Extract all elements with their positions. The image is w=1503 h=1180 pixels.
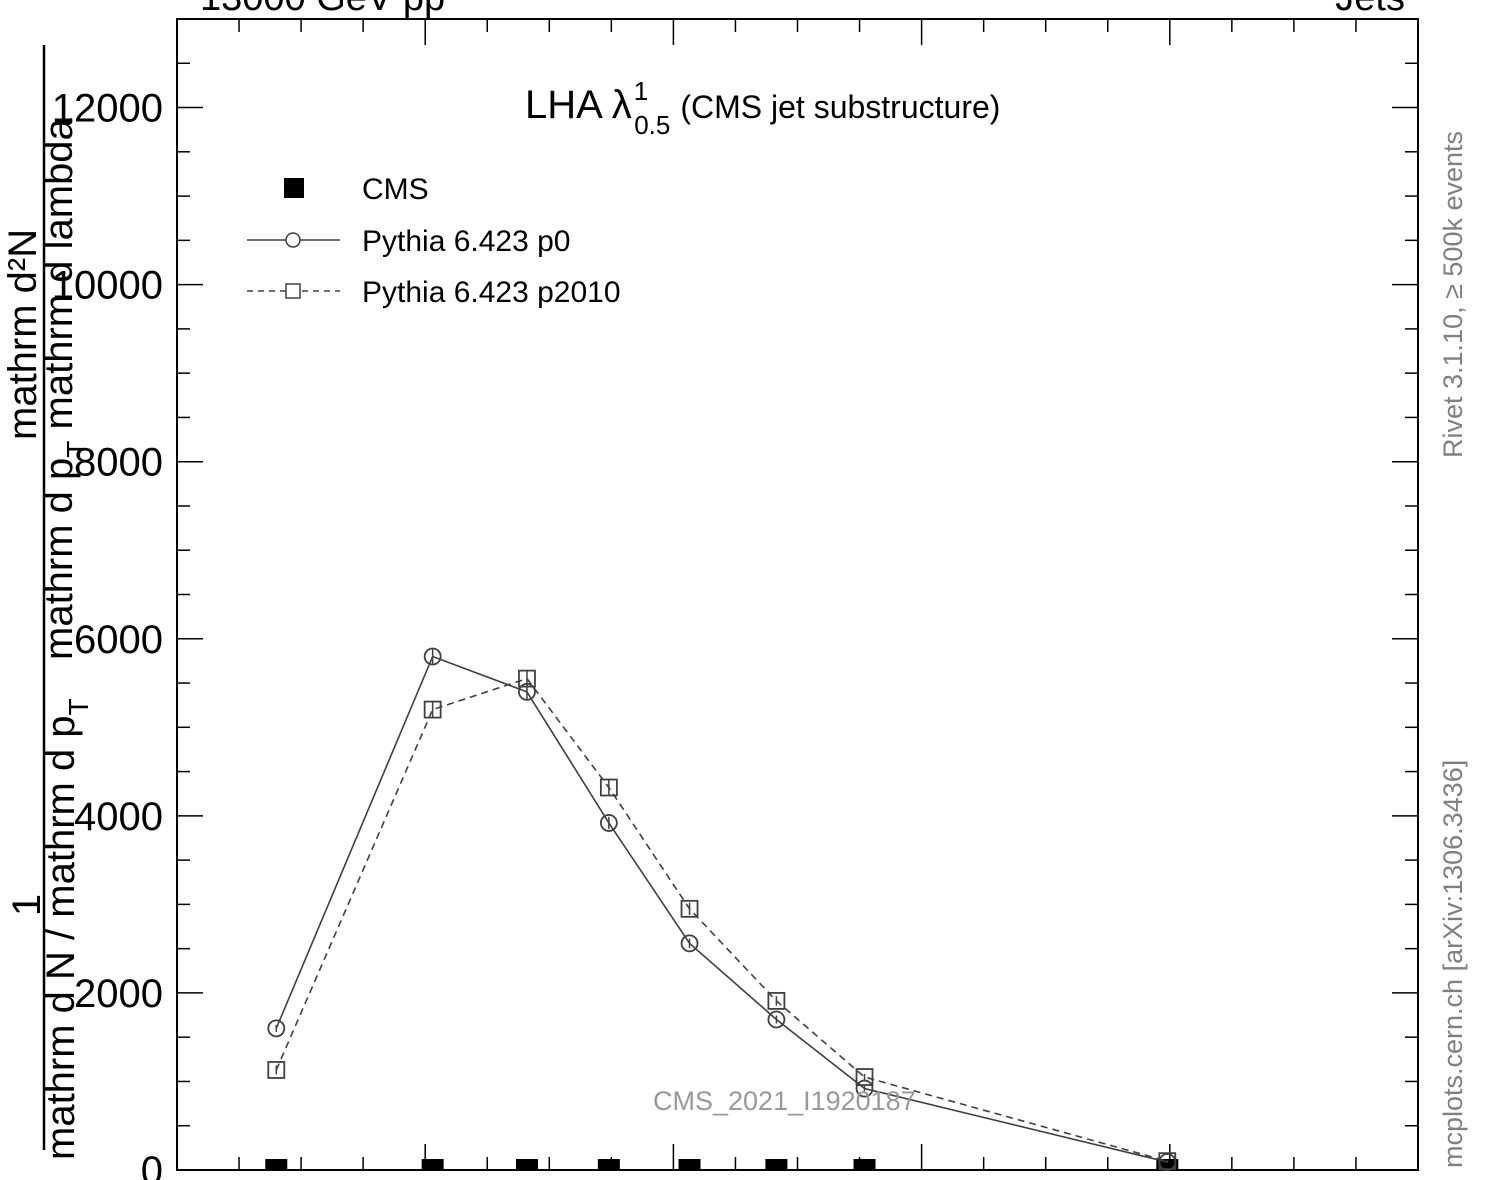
data-point	[1158, 1152, 1177, 1171]
data-point	[423, 700, 442, 719]
legend-p2010-label: Pythia 6.423 p2010	[362, 276, 621, 309]
data-point	[267, 1061, 286, 1079]
y-label-line3: mathrm d N / mathrm d pT	[39, 698, 94, 1160]
y-label-line2: mathrm d pT mathrm d lambda	[37, 117, 92, 660]
data-point	[597, 1159, 620, 1170]
data-point	[853, 1159, 876, 1170]
y-tick-label: 0	[141, 1149, 163, 1180]
data-point	[599, 814, 618, 832]
data-point	[1156, 1159, 1179, 1170]
data-point	[680, 934, 699, 953]
data-point	[265, 1159, 288, 1170]
y-tick-label: 8000	[74, 441, 163, 485]
collision-label: 13000 GeV pp	[200, 0, 445, 19]
y-tick-label: 2000	[74, 972, 163, 1016]
legend-p0-label: Pythia 6.423 p0	[362, 225, 571, 258]
y-label-line1: mathrm d²N	[1, 229, 45, 440]
legend-p0-marker	[285, 232, 301, 248]
y-label-prefactor: 1	[5, 894, 49, 916]
y-tick-label: 6000	[74, 618, 163, 662]
y-tick-label: 12000	[52, 87, 163, 131]
data-point	[855, 1068, 874, 1086]
series-line	[275, 655, 1168, 1163]
jets-label: Jets	[1335, 0, 1405, 19]
data-point	[855, 1079, 874, 1098]
rivet-version-label: Rivet 3.1.10, ≥ 500k events	[1438, 131, 1468, 458]
series-2	[267, 669, 1177, 1171]
data-point	[518, 669, 536, 688]
data-point	[680, 899, 699, 918]
series-1	[267, 647, 1177, 1171]
chart-title-main: LHA λ	[525, 83, 632, 127]
series-0	[265, 1159, 1179, 1170]
y-tick-label: 4000	[74, 795, 163, 839]
legend-cms-label: CMS	[362, 173, 429, 206]
data-point	[421, 1159, 444, 1170]
data-point	[767, 1010, 786, 1029]
series-layer	[265, 647, 1179, 1171]
chart-title-sub: 0.5	[634, 110, 670, 140]
data-point	[515, 1159, 538, 1170]
data-point	[599, 778, 618, 797]
legend-cms-marker	[284, 178, 304, 198]
data-point	[765, 1159, 788, 1170]
chart-title-suffix: (CMS jet substructure)	[680, 89, 1000, 125]
y-tick-label: 10000	[52, 264, 163, 308]
y-axis: 0 2000 4000 6000 8000 10000 12000	[52, 18, 1418, 1180]
chart-title: LHA λ1 0.5 (CMS jet substructure)	[525, 76, 1000, 140]
data-point	[423, 647, 442, 666]
x-axis	[176, 19, 1419, 1170]
data-point	[678, 1159, 701, 1170]
legend: CMS Pythia 6.423 p0 Pythia 6.423 p2010	[247, 173, 621, 309]
data-point	[267, 1019, 286, 1038]
analysis-watermark: CMS_2021_I1920187	[653, 1086, 916, 1116]
series-line	[275, 677, 1168, 1162]
y-axis-label: 1 mathrm d²N mathrm d pT mathrm d lambda…	[1, 45, 94, 1160]
legend-p2010-marker	[285, 283, 301, 299]
mcplots-label: mcplots.cern.ch [arXiv:1306.3436]	[1438, 760, 1468, 1168]
chart-title-sup: 1	[634, 76, 648, 106]
data-point	[767, 991, 786, 1010]
